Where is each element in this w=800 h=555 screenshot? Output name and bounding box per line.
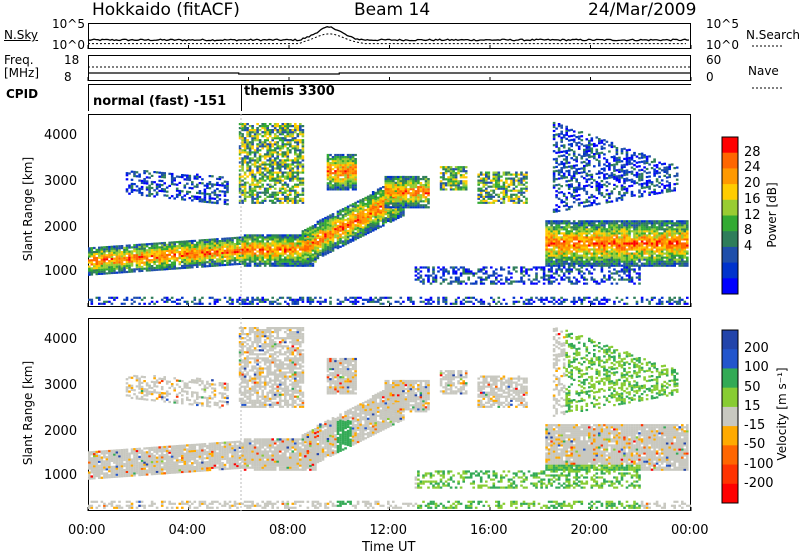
velocity-colorbar-swatch [722, 484, 738, 504]
velocity-colorbar-swatch [722, 388, 738, 408]
power-colorbar-swatch [722, 137, 738, 153]
power-colorbar-swatch [722, 247, 738, 263]
power-colorbar-swatch [722, 231, 738, 247]
velocity-colorbar-swatch [722, 368, 738, 388]
nsky-series-line [88, 27, 689, 41]
velocity-colorbar-swatch [722, 426, 738, 446]
power-colorbar-swatch [722, 216, 738, 232]
nsearch-series-line [88, 34, 686, 44]
power-colorbar-swatch [722, 278, 738, 294]
velocity-colorbar-swatch [722, 349, 738, 369]
velocity-colorbar-swatch [722, 465, 738, 485]
frequency-series-line [88, 73, 691, 74]
power-colorbar-swatch [722, 168, 738, 184]
power-colorbar-swatch [722, 184, 738, 200]
velocity-colorbar-swatch [722, 330, 738, 350]
power-colorbar-swatch [722, 153, 738, 169]
power-colorbar-swatch [722, 200, 738, 216]
velocity-colorbar-swatch [722, 407, 738, 427]
power-colorbar-swatch [722, 263, 738, 279]
velocity-colorbar-swatch [722, 445, 738, 465]
power-heatmap [88, 122, 689, 305]
velocity-heatmap [88, 327, 691, 509]
